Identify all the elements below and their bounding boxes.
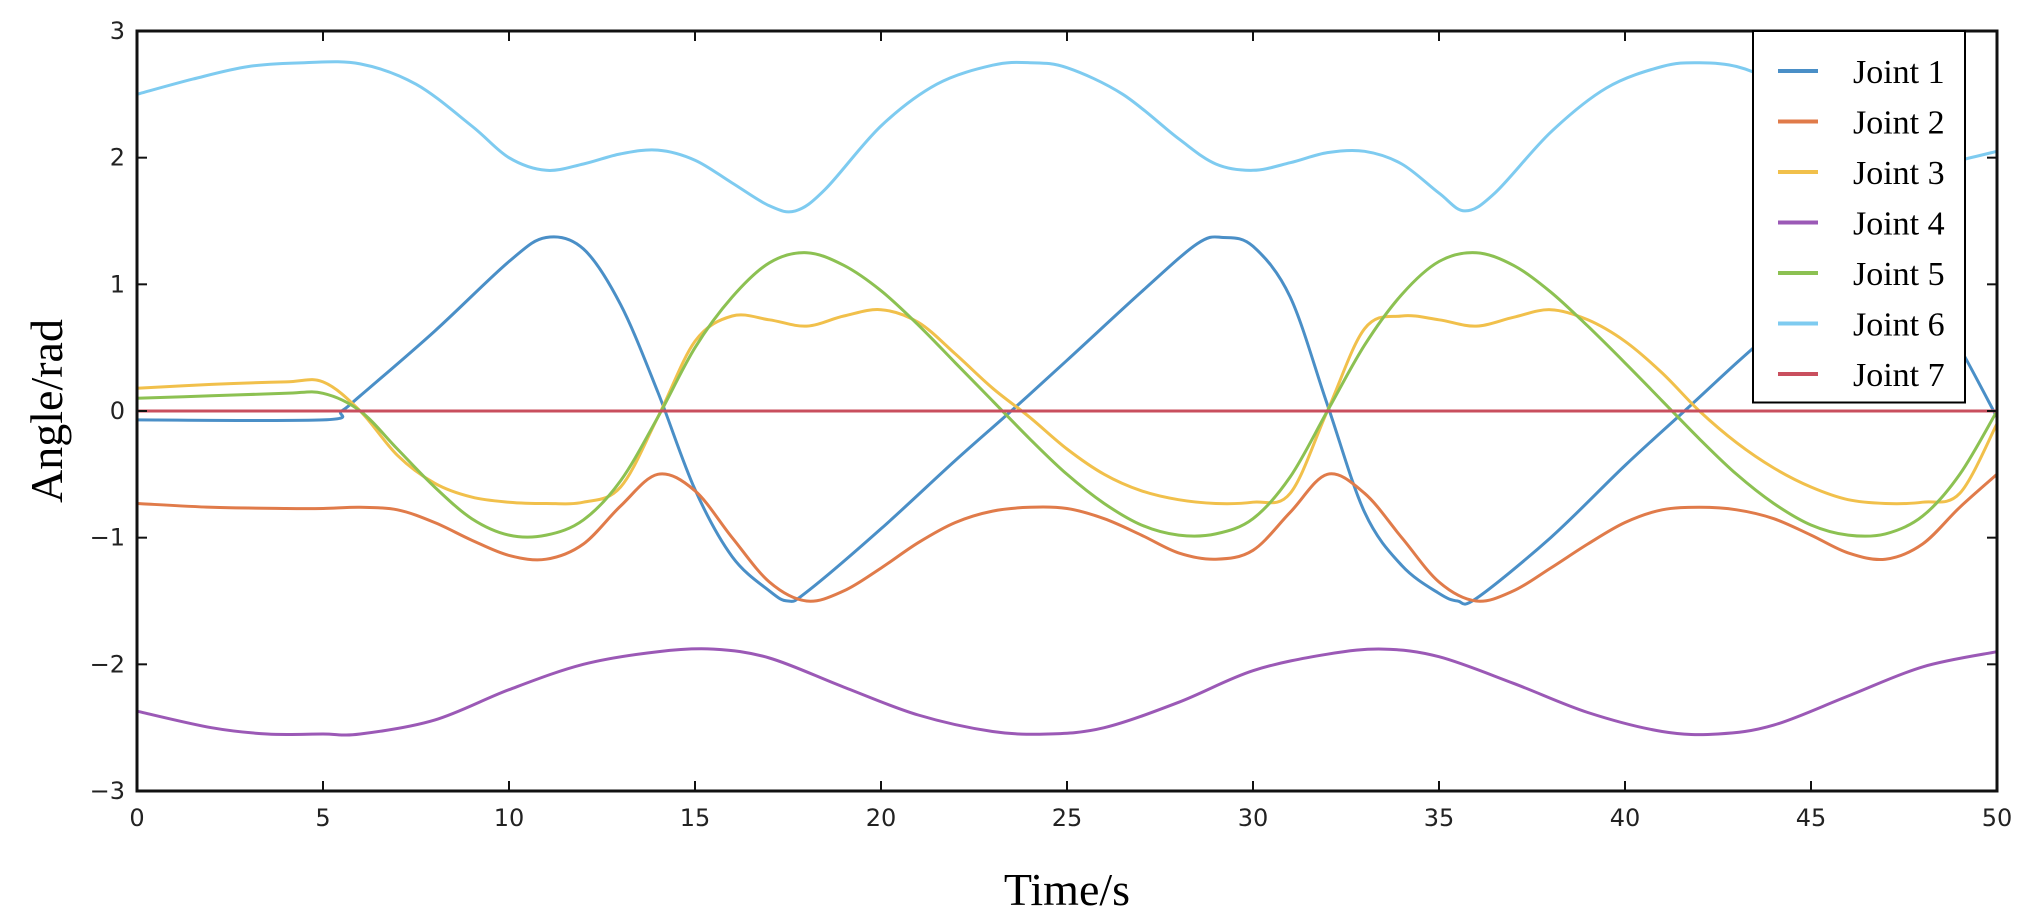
legend-label: Joint 5 — [1853, 256, 1945, 293]
y-tick-label: 3 — [110, 17, 125, 45]
x-tick-label: 50 — [1982, 804, 2013, 832]
y-tick-label: −2 — [90, 650, 125, 678]
legend-label: Joint 2 — [1853, 105, 1945, 142]
legend-label: Joint 1 — [1853, 54, 1945, 91]
x-tick-label: 35 — [1424, 804, 1455, 832]
series-line-joint-2 — [135, 472, 1999, 603]
y-tick-label: 1 — [110, 270, 125, 298]
series-line-joint-1 — [135, 235, 1999, 606]
x-tick-label: 25 — [1052, 804, 1083, 832]
x-axis-title: Time/s — [1004, 864, 1130, 915]
legend: Joint 1 Joint 2 Joint 3 Joint 4 Joint 5 Joint… — [1752, 30, 1966, 404]
legend-label: Joint 3 — [1853, 155, 1945, 192]
series-line-joint-5 — [135, 251, 1999, 539]
legend-label: Joint 4 — [1853, 206, 1945, 243]
legend-label: Joint 6 — [1853, 307, 1945, 344]
series-layer — [135, 60, 1999, 737]
ticks-layer: 0 5 10 15 20 25 30 35 40 45 50 −3 −2 −1 0 1 2 3 — [90, 17, 2013, 832]
x-tick-label: 40 — [1610, 804, 1641, 832]
y-axis-title: Angle/rad — [21, 319, 72, 503]
series-line-joint-6 — [135, 60, 1999, 214]
x-tick-label: 10 — [494, 804, 525, 832]
x-tick-label: 20 — [866, 804, 897, 832]
legend-box — [1752, 30, 1966, 404]
y-tick-label: −3 — [90, 777, 125, 805]
y-tick-label: 0 — [110, 397, 125, 425]
x-tick-label: 0 — [129, 804, 144, 832]
series-line-joint-4 — [135, 647, 1999, 737]
x-tick-label: 45 — [1796, 804, 1827, 832]
legend-label: Joint 7 — [1853, 357, 1945, 394]
y-tick-label: −1 — [90, 524, 125, 552]
x-tick-label: 30 — [1238, 804, 1269, 832]
y-tick-label: 2 — [110, 144, 125, 172]
x-tick-label: 5 — [315, 804, 330, 832]
x-tick-label: 15 — [680, 804, 711, 832]
